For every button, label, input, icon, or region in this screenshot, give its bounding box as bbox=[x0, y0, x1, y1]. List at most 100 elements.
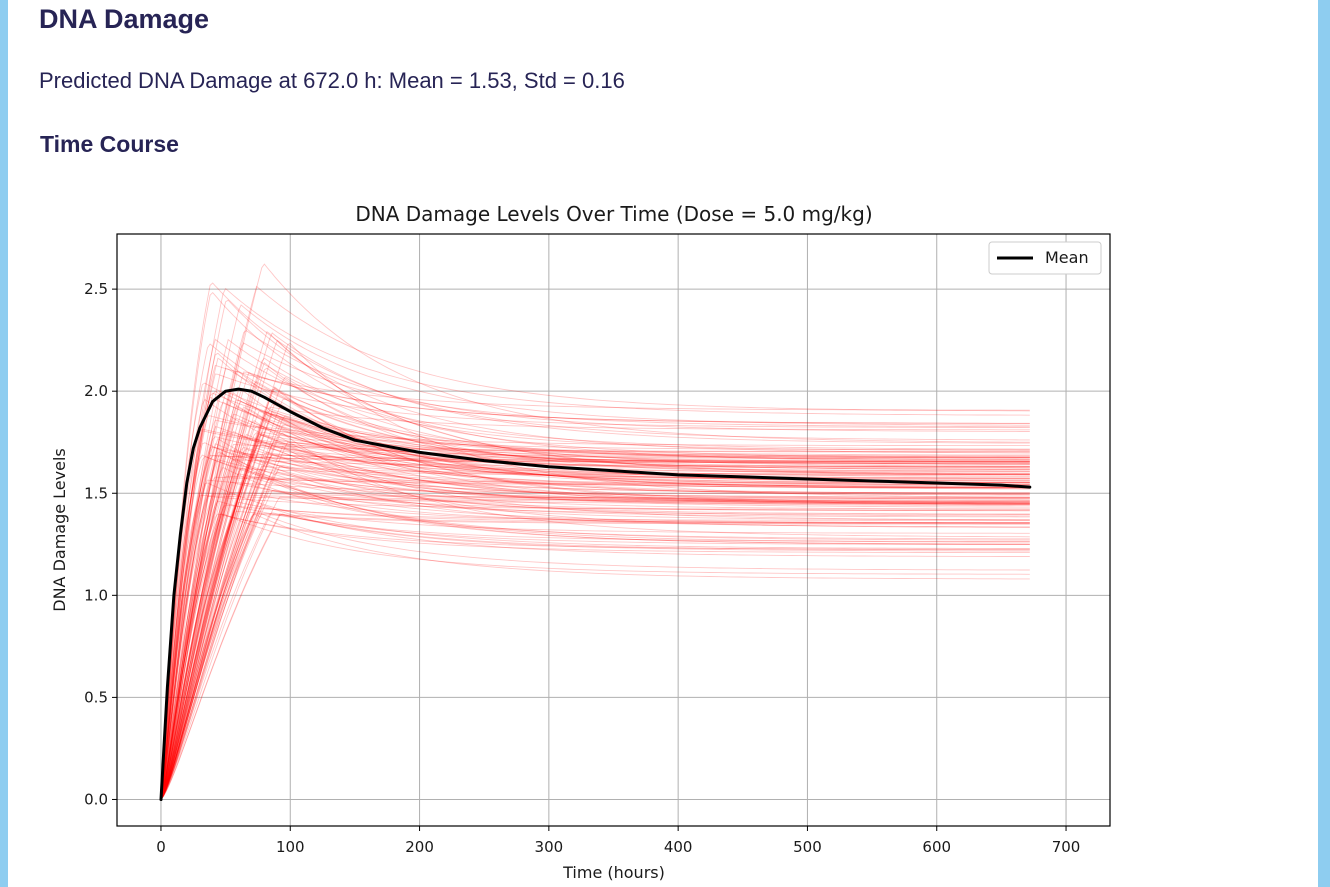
sample-trajectory-line bbox=[160, 389, 1030, 800]
dna-damage-chart: DNA Damage Levels Over Time (Dose = 5.0 … bbox=[50, 202, 1111, 882]
sample-trajectory-line bbox=[160, 447, 1030, 800]
sample-trajectory-line bbox=[160, 513, 1030, 800]
sample-trajectory-line bbox=[160, 479, 1030, 800]
sample-trajectory-line bbox=[160, 371, 1030, 800]
sample-trajectory-line bbox=[160, 507, 1030, 800]
x-tick-label: 0 bbox=[156, 838, 166, 856]
sample-trajectory-line bbox=[160, 435, 1030, 800]
sample-trajectory-line bbox=[160, 390, 1030, 800]
sample-trajectory-line bbox=[160, 495, 1030, 800]
sample-trajectory-line bbox=[160, 513, 1030, 800]
sample-trajectory-line bbox=[160, 287, 1030, 800]
sample-trajectory-line bbox=[160, 471, 1030, 800]
sample-trajectory-line bbox=[160, 368, 1030, 800]
sample-trajectory-line bbox=[160, 406, 1030, 800]
sample-trajectory-line bbox=[160, 501, 1030, 800]
sample-trajectory-line bbox=[160, 442, 1030, 800]
sample-trajectory-line bbox=[160, 424, 1030, 800]
sample-trajectory-line bbox=[160, 513, 1030, 800]
sample-trajectory-line bbox=[160, 398, 1030, 800]
sample-trajectory-line bbox=[160, 481, 1030, 800]
sample-trajectory-line bbox=[160, 414, 1030, 800]
sample-trajectory-line bbox=[160, 391, 1030, 800]
sample-trajectory-line bbox=[160, 282, 1030, 800]
sample-trajectory-line bbox=[160, 410, 1030, 800]
sample-trajectory-line bbox=[160, 455, 1030, 800]
sample-trajectory-line bbox=[160, 444, 1030, 800]
sample-trajectory-line bbox=[160, 338, 1030, 800]
sample-trajectory-line bbox=[160, 439, 1030, 800]
sample-trajectory-line bbox=[160, 434, 1030, 800]
sample-trajectory-line bbox=[160, 442, 1030, 800]
sample-trajectory-line bbox=[160, 496, 1030, 800]
x-tick-label: 200 bbox=[405, 838, 434, 856]
sample-trajectory-line bbox=[160, 466, 1030, 800]
sample-trajectory-line bbox=[160, 425, 1030, 800]
sample-trajectory-line bbox=[160, 420, 1030, 800]
sample-trajectory-line bbox=[160, 441, 1030, 800]
page-heading: DNA Damage bbox=[39, 4, 210, 34]
sample-trajectory-line bbox=[160, 330, 1030, 800]
sample-trajectory-line bbox=[160, 459, 1030, 800]
chart-title: DNA Damage Levels Over Time (Dose = 5.0 … bbox=[355, 202, 872, 226]
sample-trajectory-line bbox=[160, 406, 1030, 800]
sample-trajectory-line bbox=[160, 495, 1030, 800]
sample-trajectory-line bbox=[160, 398, 1030, 800]
section-heading: Time Course bbox=[40, 131, 179, 157]
sample-trajectory-line bbox=[160, 291, 1030, 800]
sample-trajectory-line bbox=[160, 482, 1030, 800]
sample-trajectory-line bbox=[160, 442, 1030, 800]
sample-trajectory-line bbox=[160, 471, 1030, 800]
sample-trajectory-line bbox=[160, 466, 1030, 800]
sample-trajectory-line bbox=[160, 456, 1030, 800]
sample-trajectory-line bbox=[160, 460, 1030, 800]
sample-trajectory-line bbox=[160, 431, 1030, 800]
sample-trajectory-line bbox=[160, 343, 1030, 800]
y-tick-label: 1.5 bbox=[84, 484, 108, 502]
sample-trajectory-line bbox=[160, 352, 1030, 800]
sample-trajectory-line bbox=[160, 482, 1030, 800]
sample-trajectory-line bbox=[160, 418, 1030, 800]
sample-trajectory-line bbox=[160, 454, 1030, 800]
sample-trajectory-line bbox=[160, 285, 1030, 800]
sample-trajectory-line bbox=[160, 367, 1030, 800]
sample-trajectory-line bbox=[160, 432, 1030, 800]
sample-trajectory-line bbox=[160, 390, 1030, 800]
sample-trajectory-line bbox=[160, 489, 1030, 800]
sample-trajectory-line bbox=[160, 399, 1030, 800]
sample-trajectory-line bbox=[160, 478, 1030, 800]
sample-trajectory-line bbox=[160, 361, 1030, 800]
sample-trajectory-line bbox=[160, 468, 1030, 800]
sample-trajectory-line bbox=[160, 408, 1030, 800]
sample-trajectory-line bbox=[160, 476, 1030, 800]
sample-trajectory-line bbox=[160, 392, 1030, 800]
legend-box bbox=[988, 241, 1102, 275]
sample-trajectory-line bbox=[160, 403, 1030, 800]
sample-trajectory-line bbox=[160, 411, 1030, 800]
sample-trajectory-line bbox=[160, 371, 1030, 800]
sample-trajectory-line bbox=[160, 430, 1030, 800]
sample-trajectory-line bbox=[160, 454, 1030, 800]
x-tick-label: 300 bbox=[535, 838, 564, 856]
sample-trajectory-line bbox=[160, 470, 1030, 800]
sample-trajectory-line bbox=[160, 446, 1030, 800]
plot-frame bbox=[116, 233, 1111, 827]
sample-trajectory-line bbox=[160, 513, 1030, 800]
sample-trajectory-line bbox=[160, 433, 1030, 800]
sample-trajectory-line bbox=[160, 428, 1030, 800]
sample-trajectory-line bbox=[160, 438, 1030, 800]
sample-trajectory-line bbox=[160, 330, 1030, 800]
x-tick-label: 600 bbox=[922, 838, 951, 856]
sample-trajectory-line bbox=[160, 430, 1030, 800]
sample-trajectory-line bbox=[160, 513, 1030, 800]
sample-trajectory-line bbox=[160, 410, 1030, 800]
sample-trajectory-line bbox=[160, 376, 1030, 800]
prediction-summary: Predicted DNA Damage at 672.0 h: Mean = … bbox=[39, 68, 625, 93]
sample-trajectory-line bbox=[160, 493, 1030, 800]
sample-trajectory-line bbox=[160, 453, 1030, 800]
sample-trajectory-line bbox=[160, 413, 1030, 800]
sample-trajectory-line bbox=[160, 332, 1030, 800]
y-tick-label: 1.0 bbox=[84, 586, 108, 604]
x-tick-label: 100 bbox=[276, 838, 305, 856]
mean-series-line bbox=[159, 387, 1032, 801]
